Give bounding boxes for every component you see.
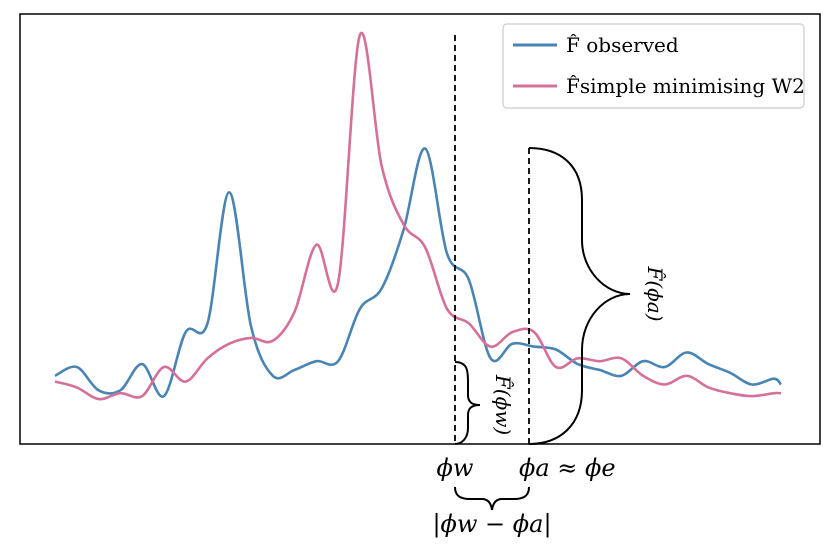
series-line-simple xyxy=(54,31,782,401)
plot-frame xyxy=(19,13,821,445)
series-line-observed xyxy=(54,147,782,398)
legend-label-observed: F̂ observed xyxy=(566,33,679,57)
f-phi-a-label: F̂(ϕa) xyxy=(643,265,667,321)
phi-a-label: ϕa ≈ ϕe xyxy=(519,454,616,482)
brace-f-phi-w xyxy=(454,361,481,445)
brace-f-phi-a xyxy=(528,147,631,445)
difference-label: |ϕw − ϕa| xyxy=(432,510,551,539)
phi-w-label: ϕw xyxy=(437,454,474,482)
f-phi-w-label: F̂(ϕw) xyxy=(491,374,515,435)
series-layer xyxy=(54,31,782,401)
brace-difference xyxy=(454,486,530,511)
legend: F̂ observed F̂simple minimising W2 xyxy=(502,23,805,109)
legend-box xyxy=(502,23,805,109)
legend-label-simple: F̂simple minimising W2 xyxy=(566,74,805,98)
